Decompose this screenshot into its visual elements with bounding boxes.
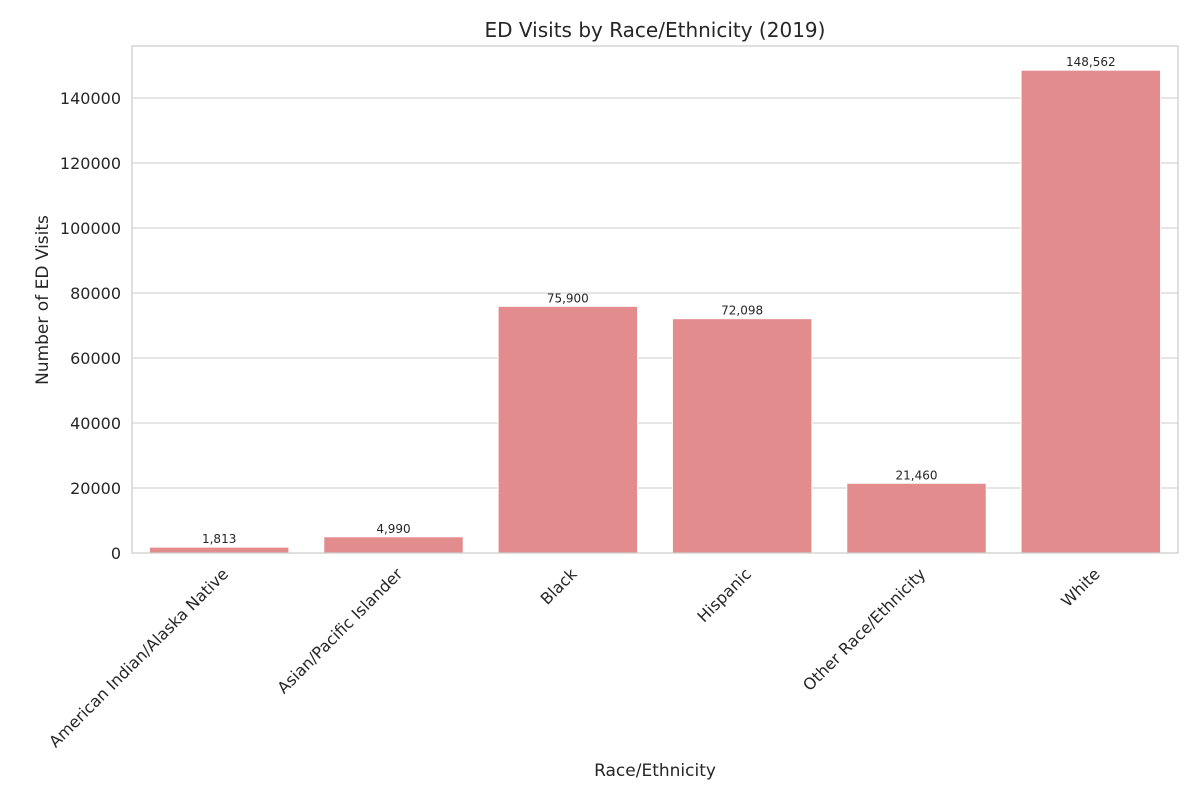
y-tick-label: 120000 bbox=[60, 154, 121, 173]
y-tick-label: 100000 bbox=[60, 219, 121, 238]
x-tick-labels: American Indian/Alaska Native Asian/Pacif… bbox=[45, 564, 1104, 751]
y-tick-label: 80000 bbox=[70, 284, 121, 303]
bar-value-label: 72,098 bbox=[721, 304, 763, 318]
data-labels: 1,813 4,990 75,900 72,098 21,460 148,562 bbox=[202, 55, 1116, 546]
bar-value-label: 1,813 bbox=[202, 532, 236, 546]
bar bbox=[497, 305, 639, 554]
bar-value-label: 148,562 bbox=[1066, 55, 1116, 69]
bar bbox=[1020, 69, 1162, 554]
x-tick-label: American Indian/Alaska Native bbox=[45, 564, 232, 751]
x-tick-label: Black bbox=[537, 564, 582, 609]
gridlines bbox=[132, 97, 1178, 554]
x-tick-label: White bbox=[1057, 564, 1103, 610]
y-tick-label: 140000 bbox=[60, 89, 121, 108]
x-axis-label: Race/Ethnicity bbox=[594, 761, 716, 781]
bars bbox=[148, 69, 1162, 554]
y-tick-label: 60000 bbox=[70, 349, 121, 368]
plot-frame bbox=[131, 45, 1179, 554]
bar bbox=[846, 482, 987, 554]
bar bbox=[323, 536, 464, 554]
bar bbox=[148, 546, 290, 554]
bar-value-label: 4,990 bbox=[376, 522, 410, 536]
x-tick-label: Other Race/Ethnicity bbox=[799, 564, 929, 694]
chart-title: ED Visits by Race/Ethnicity (2019) bbox=[485, 18, 826, 42]
x-tick-label: Asian/Pacific Islander bbox=[273, 564, 406, 697]
y-tick-label: 0 bbox=[111, 544, 121, 563]
y-tick-label: 20000 bbox=[70, 479, 121, 498]
y-axis-label: Number of ED Visits bbox=[33, 215, 53, 385]
y-tick-labels: 0 20000 40000 60000 80000 100000 120000 140000 bbox=[60, 89, 121, 563]
y-tick-label: 40000 bbox=[70, 414, 121, 433]
bar-value-label: 21,460 bbox=[896, 468, 938, 482]
x-tick-label: Hispanic bbox=[693, 564, 755, 626]
bar-value-label: 75,900 bbox=[547, 291, 589, 305]
bar bbox=[671, 318, 813, 554]
